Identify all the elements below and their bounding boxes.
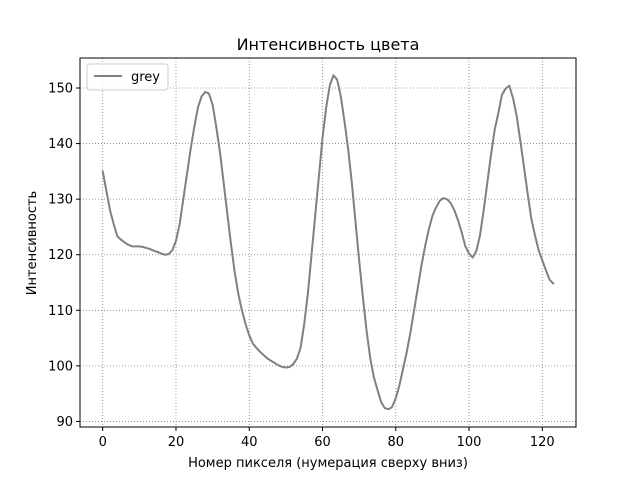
x-tick-label: 120 (530, 435, 555, 450)
x-axis-ticks: 0 20 40 60 80 100 120 (99, 427, 555, 450)
y-tick-label: 150 (48, 82, 73, 97)
y-axis-ticks: 90 100 110 120 130 140 150 (48, 82, 80, 430)
legend-box (86, 63, 169, 91)
legend-label-grey: grey (131, 70, 160, 85)
x-tick-label: 20 (168, 435, 185, 450)
y-tick-label: 140 (48, 137, 73, 152)
y-tick-label: 110 (48, 304, 73, 319)
x-tick-label: 80 (387, 435, 404, 450)
y-axis-label: Интенсивность (25, 191, 40, 295)
series-layer (101, 74, 555, 411)
chart-title: Интенсивность цвета (237, 35, 420, 54)
series-line-grey (101, 74, 555, 411)
y-tick-label: 90 (56, 415, 73, 430)
y-tick-label: 120 (48, 248, 73, 263)
y-tick-label: 100 (48, 359, 73, 374)
x-tick-label: 0 (99, 435, 107, 450)
x-axis-label: Номер пикселя (нумерация сверху вниз) (188, 456, 468, 471)
legend: grey (86, 63, 169, 91)
plot-frame (79, 57, 577, 428)
x-tick-label: 40 (241, 435, 258, 450)
y-tick-label: 130 (48, 193, 73, 208)
x-tick-label: 60 (314, 435, 331, 450)
x-tick-label: 100 (457, 435, 482, 450)
